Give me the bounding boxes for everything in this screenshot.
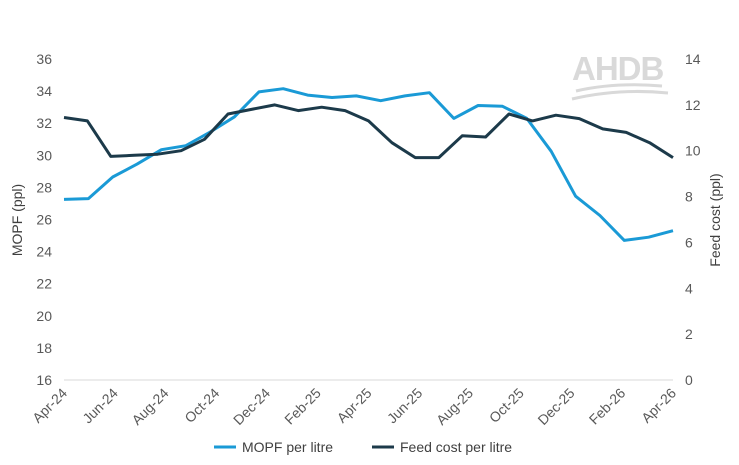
- x-tick-label: Oct-25: [486, 385, 527, 426]
- legend: MOPF per litre Feed cost per litre: [214, 439, 512, 455]
- x-tick-label: Aug-25: [433, 385, 476, 428]
- y-right-tick-label: 14: [685, 51, 701, 67]
- y-left-tick-label: 24: [36, 244, 52, 260]
- y-right-tick-label: 2: [685, 326, 693, 342]
- y-right-tick-label: 8: [685, 189, 693, 205]
- x-tick-label: Apr-25: [334, 385, 375, 426]
- x-tick-label: Jun-25: [384, 385, 426, 427]
- logo-swoosh-2: [571, 89, 669, 101]
- ahdb-logo: AHDB: [571, 50, 669, 101]
- y-left-tick-label: 16: [36, 372, 52, 388]
- y-right-tick-label: 6: [685, 234, 693, 250]
- legend-label-mopf: MOPF per litre: [242, 439, 333, 455]
- y-axis-left-title: MOPF (ppl): [9, 184, 25, 256]
- x-tick-label: Aug-24: [128, 385, 171, 428]
- legend-label-feed-cost: Feed cost per litre: [400, 439, 512, 455]
- y-right-tick-label: 12: [685, 97, 701, 113]
- y-left-tick-label: 26: [36, 212, 52, 228]
- y-axis-left-ticks: 16 18 20 22 24 26 28 30 32 34 36: [36, 51, 52, 388]
- x-tick-label: Oct-24: [181, 385, 222, 426]
- x-axis-ticks: Apr-24 Jun-24 Aug-24 Oct-24 Dec-24 Feb-25 Apr-…: [29, 385, 679, 428]
- y-left-tick-label: 22: [36, 276, 52, 292]
- x-tick-label: Dec-25: [534, 385, 577, 428]
- x-tick-label: Jun-24: [79, 385, 121, 427]
- y-left-tick-label: 30: [36, 147, 52, 163]
- logo-swoosh-1: [575, 83, 663, 93]
- x-tick-label: Apr-24: [29, 385, 70, 426]
- y-left-tick-label: 36: [36, 51, 52, 67]
- series-layer: [63, 87, 674, 242]
- series-line-mopf: [63, 87, 674, 242]
- x-tick-label: Apr-26: [638, 385, 679, 426]
- x-tick-label: Feb-26: [586, 385, 629, 428]
- y-axis-right-ticks: 0 2 4 6 8 10 12 14: [685, 51, 701, 388]
- y-right-tick-label: 10: [685, 143, 701, 159]
- y-left-tick-label: 28: [36, 179, 52, 195]
- x-tick-label: Dec-24: [230, 385, 273, 428]
- y-right-tick-label: 0: [685, 372, 693, 388]
- ahdb-logo-text: AHDB: [572, 50, 663, 87]
- y-left-tick-label: 18: [36, 340, 52, 356]
- x-tick-label: Feb-25: [281, 385, 324, 428]
- y-axis-right-title: Feed cost (ppl): [707, 173, 723, 266]
- y-left-tick-label: 32: [36, 115, 52, 131]
- y-left-tick-label: 34: [36, 83, 52, 99]
- y-left-tick-label: 20: [36, 308, 52, 324]
- series-line-feed-cost: [63, 103, 674, 160]
- y-right-tick-label: 4: [685, 280, 693, 296]
